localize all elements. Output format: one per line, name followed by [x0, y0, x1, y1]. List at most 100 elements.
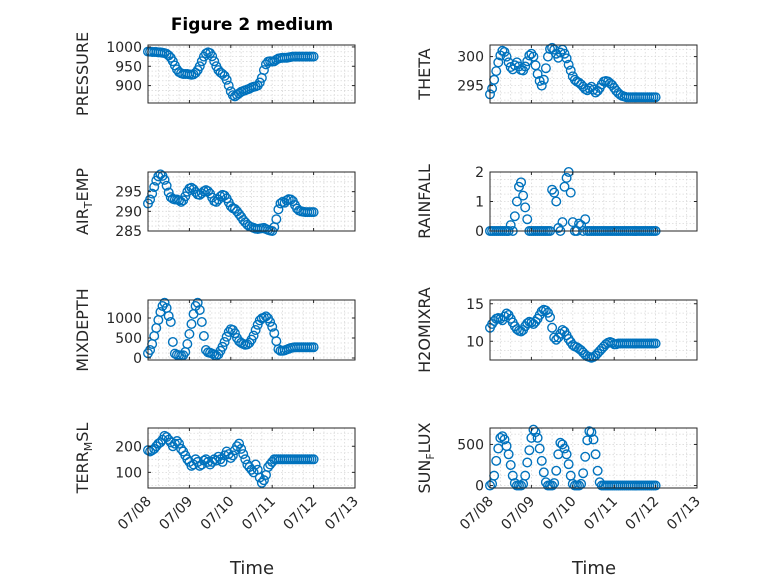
data-point [524, 445, 535, 456]
data-point [159, 174, 170, 185]
subplot-h2omixra: 10 15 H2OMIXRA [415, 287, 698, 373]
data-point [565, 470, 576, 481]
data-point [565, 187, 576, 198]
data-point [225, 453, 236, 464]
data-point [186, 319, 197, 330]
data-point [200, 48, 211, 59]
data-point [536, 455, 547, 466]
axes-box [489, 44, 698, 104]
data-point [547, 322, 558, 333]
axes-box [147, 171, 356, 232]
subplot-terr-msl: 100 200 07/08 07/09 07/10 07/11 07/12 07/13 TERR… [73, 423, 362, 534]
y-tick-label: 100 [115, 465, 142, 481]
data-point [520, 202, 531, 213]
data-point [221, 74, 232, 85]
data-point [192, 297, 203, 308]
data-point [559, 48, 570, 59]
y-tick-label: 295 [457, 79, 484, 95]
data-point [650, 338, 661, 349]
data-point [149, 331, 160, 342]
data-point [549, 478, 560, 489]
data-point [487, 478, 498, 489]
data-point [505, 220, 516, 231]
data-point [507, 470, 518, 481]
x-tick-label: 07/10 [540, 494, 580, 534]
data-point [194, 61, 205, 72]
x-tick-label: 07/12 [623, 494, 663, 534]
y-tick-label: 0 [133, 351, 142, 367]
data-point [501, 51, 512, 62]
data-point [536, 306, 547, 317]
x-tick-label: 07/10 [198, 494, 238, 534]
data-point [551, 196, 562, 207]
subplot-theta: 295 300 THETA [415, 42, 698, 104]
y-tick-label: 0 [475, 224, 484, 240]
data-point [565, 65, 576, 76]
data-point [198, 331, 209, 342]
subplot-mixdepth: 0 500 1000 MIXDEPTH [73, 288, 356, 372]
data-point [489, 74, 500, 85]
data-point [493, 57, 504, 68]
data-point [240, 454, 251, 465]
data-point [522, 56, 533, 67]
axes-box [147, 427, 356, 489]
data-point [559, 443, 570, 454]
y-axis-label: AIRTEMP [73, 168, 95, 235]
y-tick-label: 290 [115, 204, 142, 220]
y-tick-label: 200 [115, 439, 142, 455]
data-point [153, 315, 164, 326]
data-point [516, 480, 527, 491]
data-point [258, 65, 269, 76]
data-point [491, 455, 502, 466]
data-point [227, 450, 238, 461]
data-point [590, 449, 601, 460]
axes-box [147, 44, 356, 104]
data-point [491, 66, 502, 77]
y-tick-label: 950 [115, 59, 142, 75]
data-point [221, 331, 232, 342]
data-point [520, 61, 531, 72]
data-point [271, 214, 282, 225]
y-tick-label: 300 [457, 50, 484, 66]
data-point [174, 438, 185, 449]
axes-box [489, 427, 698, 489]
data-point [551, 465, 562, 476]
subplot-rainfall: 0 1 2 RAINFALL [415, 164, 698, 240]
x-tick-label: 07/13 [664, 494, 704, 534]
y-axis-label: RAINFALL [415, 164, 434, 239]
data-point [650, 480, 661, 491]
data-point [528, 424, 539, 435]
data-point [545, 312, 556, 323]
data-point [238, 449, 249, 460]
subplot-pressure: 900 950 1000 PRESSURE [73, 32, 356, 116]
data-point [161, 180, 172, 191]
data-point [159, 297, 170, 308]
x-tick-label: 07/12 [281, 494, 321, 534]
data-point [503, 449, 514, 460]
data-point [209, 56, 220, 67]
y-tick-label: 1000 [106, 311, 142, 327]
data-point [499, 46, 510, 57]
y-axis-label: MIXDEPTH [73, 288, 92, 371]
y-tick-label: 0 [475, 479, 484, 495]
axes-box [489, 299, 698, 361]
data-point [557, 217, 568, 228]
data-point [229, 328, 240, 339]
data-point [561, 172, 572, 183]
y-tick-label: 285 [115, 224, 142, 240]
data-point [518, 190, 529, 201]
y-axis-label: H2OMIXRA [415, 287, 434, 373]
data-point [561, 449, 572, 460]
data-point [217, 456, 228, 467]
data-point [592, 465, 603, 476]
data-point [551, 334, 562, 345]
data-point [145, 345, 156, 356]
data-point [250, 325, 261, 336]
data-point [530, 60, 541, 71]
y-axis-label: SUNFLUX [415, 422, 437, 493]
data-point [555, 47, 566, 58]
data-point [534, 75, 545, 86]
y-tick-label: 1000 [106, 40, 142, 56]
data-point [217, 341, 228, 352]
data-point [588, 434, 599, 445]
